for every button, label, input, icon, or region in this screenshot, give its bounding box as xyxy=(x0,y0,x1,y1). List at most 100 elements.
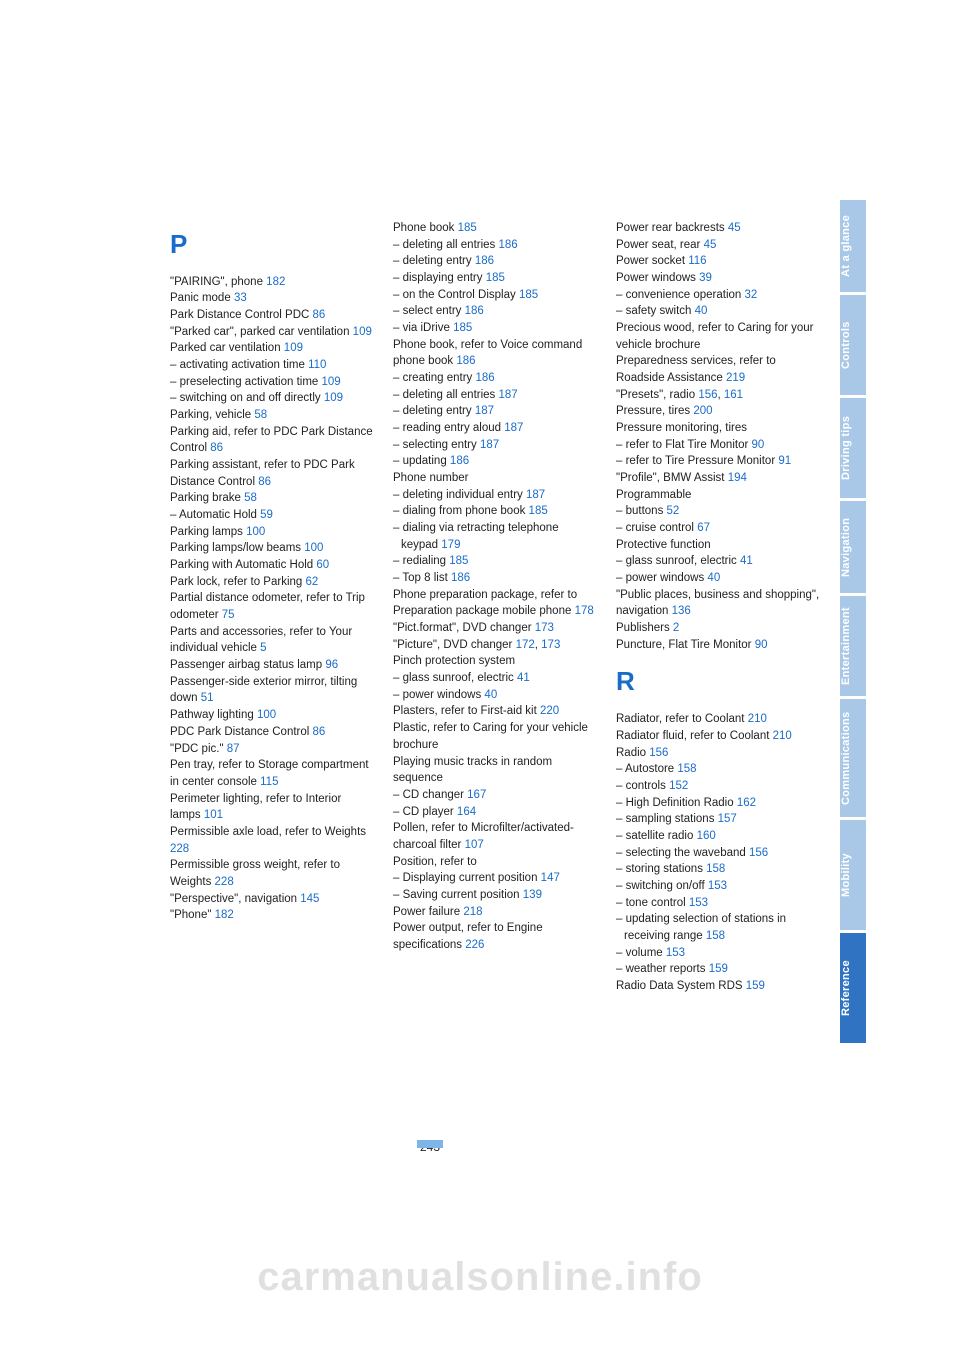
page-ref[interactable]: 167 xyxy=(467,789,486,801)
page-ref[interactable]: 87 xyxy=(227,743,240,755)
section-tab[interactable]: At a glance xyxy=(840,200,866,292)
page-ref[interactable]: 107 xyxy=(465,839,484,851)
page-ref[interactable]: 86 xyxy=(210,442,223,454)
page-ref[interactable]: 51 xyxy=(201,692,214,704)
page-ref[interactable]: 210 xyxy=(773,730,792,742)
page-ref[interactable]: 60 xyxy=(316,559,329,571)
page-ref[interactable]: 147 xyxy=(541,872,560,884)
page-ref[interactable]: 32 xyxy=(745,289,758,301)
page-ref[interactable]: 185 xyxy=(458,222,477,234)
page-ref[interactable]: 109 xyxy=(353,326,372,338)
page-ref[interactable]: 86 xyxy=(313,726,326,738)
page-ref[interactable]: 220 xyxy=(540,705,559,717)
page-ref[interactable]: 109 xyxy=(324,392,343,404)
page-ref[interactable]: 116 xyxy=(688,255,706,267)
page-ref[interactable]: 187 xyxy=(475,405,494,417)
page-ref[interactable]: 156 xyxy=(749,847,768,859)
page-ref[interactable]: 156 xyxy=(698,389,717,401)
page-ref[interactable]: 40 xyxy=(484,689,497,701)
page-ref[interactable]: 159 xyxy=(746,980,765,992)
page-ref[interactable]: 178 xyxy=(575,605,594,617)
page-ref[interactable]: 90 xyxy=(755,639,768,651)
page-ref[interactable]: 100 xyxy=(257,709,276,721)
page-ref[interactable]: 185 xyxy=(529,505,548,517)
page-ref[interactable]: 160 xyxy=(697,830,716,842)
page-ref[interactable]: 159 xyxy=(709,963,728,975)
page-ref[interactable]: 158 xyxy=(706,863,725,875)
page-ref[interactable]: 228 xyxy=(215,876,234,888)
page-ref[interactable]: 86 xyxy=(313,309,326,321)
page-ref[interactable]: 5 xyxy=(260,642,266,654)
page-ref[interactable]: 115 xyxy=(260,776,278,788)
page-ref[interactable]: 62 xyxy=(306,576,319,588)
page-ref[interactable]: 164 xyxy=(457,806,476,818)
page-ref[interactable]: 186 xyxy=(451,572,470,584)
page-ref[interactable]: 153 xyxy=(666,947,685,959)
page-ref[interactable]: 158 xyxy=(706,930,725,942)
page-ref[interactable]: 40 xyxy=(707,572,720,584)
page-ref[interactable]: 152 xyxy=(669,780,688,792)
page-ref[interactable]: 218 xyxy=(463,906,482,918)
section-tab[interactable]: Mobility xyxy=(840,820,866,930)
section-tab[interactable]: Navigation xyxy=(840,501,866,593)
page-ref[interactable]: 100 xyxy=(304,542,323,554)
page-ref[interactable]: 145 xyxy=(300,893,319,905)
section-tab[interactable]: Communications xyxy=(840,699,866,817)
page-ref[interactable]: 59 xyxy=(260,509,273,521)
page-ref[interactable]: 186 xyxy=(450,455,469,467)
page-ref[interactable]: 156 xyxy=(649,747,668,759)
page-ref[interactable]: 109 xyxy=(322,376,341,388)
page-ref[interactable]: 58 xyxy=(254,409,267,421)
page-ref[interactable]: 67 xyxy=(697,522,710,534)
page-ref[interactable]: 96 xyxy=(325,659,338,671)
page-ref[interactable]: 172 xyxy=(516,639,535,651)
page-ref[interactable]: 2 xyxy=(673,622,679,634)
page-ref[interactable]: 210 xyxy=(748,713,767,725)
page-ref[interactable]: 75 xyxy=(222,609,235,621)
page-ref[interactable]: 186 xyxy=(499,239,518,251)
section-tab[interactable]: Reference xyxy=(840,933,866,1043)
page-ref[interactable]: 40 xyxy=(695,305,708,317)
page-ref[interactable]: 136 xyxy=(672,605,691,617)
page-ref[interactable]: 182 xyxy=(215,909,234,921)
page-ref[interactable]: 182 xyxy=(266,276,285,288)
page-ref[interactable]: 45 xyxy=(728,222,741,234)
page-ref[interactable]: 157 xyxy=(718,813,737,825)
page-ref[interactable]: 185 xyxy=(453,322,472,334)
page-ref[interactable]: 110 xyxy=(308,359,326,371)
page-ref[interactable]: 153 xyxy=(708,880,727,892)
page-ref[interactable]: 41 xyxy=(517,672,530,684)
page-ref[interactable]: 173 xyxy=(541,639,560,651)
page-ref[interactable]: 91 xyxy=(778,455,791,467)
page-ref[interactable]: 158 xyxy=(677,763,696,775)
page-ref[interactable]: 39 xyxy=(699,272,712,284)
page-ref[interactable]: 86 xyxy=(258,476,271,488)
page-ref[interactable]: 186 xyxy=(475,255,494,267)
page-ref[interactable]: 52 xyxy=(667,505,680,517)
page-ref[interactable]: 186 xyxy=(475,372,494,384)
section-tab[interactable]: Controls xyxy=(840,295,866,395)
page-ref[interactable]: 90 xyxy=(752,439,765,451)
page-ref[interactable]: 185 xyxy=(519,289,538,301)
page-ref[interactable]: 228 xyxy=(170,843,189,855)
page-ref[interactable]: 58 xyxy=(244,492,257,504)
page-ref[interactable]: 186 xyxy=(465,305,484,317)
page-ref[interactable]: 200 xyxy=(693,405,712,417)
page-ref[interactable]: 153 xyxy=(689,897,708,909)
page-ref[interactable]: 187 xyxy=(480,439,499,451)
page-ref[interactable]: 109 xyxy=(284,342,303,354)
page-ref[interactable]: 179 xyxy=(441,539,460,551)
page-ref[interactable]: 226 xyxy=(465,939,484,951)
page-ref[interactable]: 41 xyxy=(740,555,753,567)
section-tab[interactable]: Entertainment xyxy=(840,596,866,696)
page-ref[interactable]: 33 xyxy=(234,292,247,304)
page-ref[interactable]: 101 xyxy=(204,809,223,821)
page-ref[interactable]: 45 xyxy=(704,239,717,251)
page-ref[interactable]: 185 xyxy=(486,272,505,284)
page-ref[interactable]: 194 xyxy=(728,472,747,484)
page-ref[interactable]: 162 xyxy=(737,797,756,809)
page-ref[interactable]: 100 xyxy=(246,526,265,538)
page-ref[interactable]: 186 xyxy=(456,355,475,367)
section-tab[interactable]: Driving tips xyxy=(840,398,866,498)
page-ref[interactable]: 139 xyxy=(523,889,542,901)
